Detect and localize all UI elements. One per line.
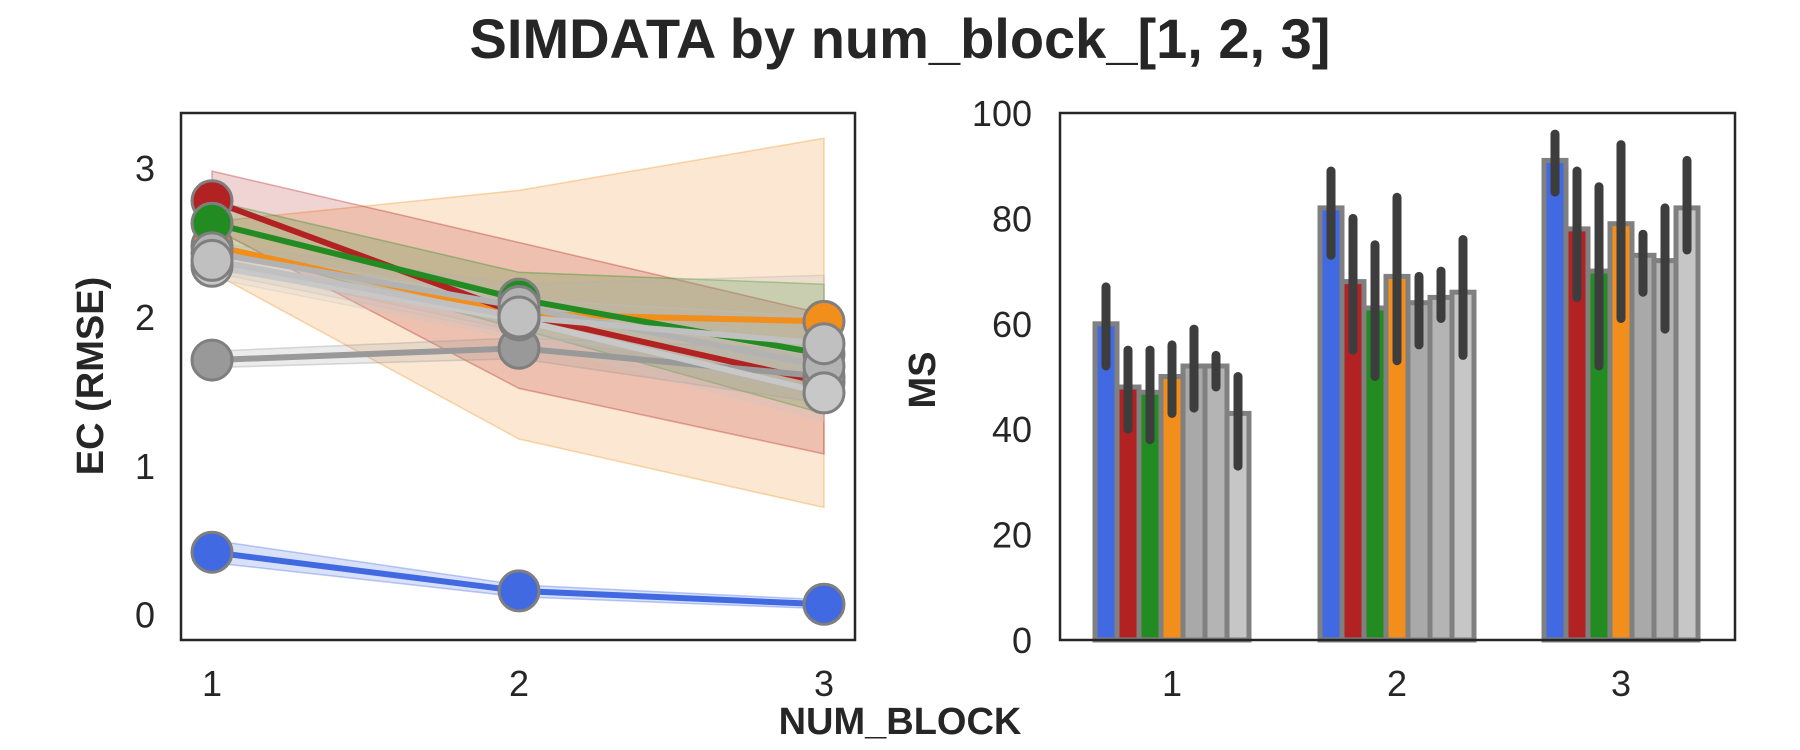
right-x-tick-labels: 1 2 3 — [1162, 663, 1631, 704]
bar-series-1-group-1 — [1092, 321, 1120, 643]
left-y-tick-3: 3 — [135, 148, 155, 189]
right-y-tick-100: 100 — [972, 93, 1032, 134]
series-points — [190, 179, 846, 626]
left-y-tick-0: 0 — [135, 595, 155, 636]
right-x-tick-3: 3 — [1611, 663, 1631, 704]
left-y-tick-labels: 0 1 2 3 — [135, 148, 155, 636]
series-4-point-1 — [190, 338, 234, 382]
right-x-tick-1: 1 — [1162, 663, 1182, 704]
left-x-tick-3: 3 — [814, 663, 834, 704]
bar-series-6-group-2 — [1427, 294, 1455, 643]
right-y-axis-label: MS — [902, 352, 944, 409]
right-y-tick-0: 0 — [1012, 620, 1032, 661]
bar-series-7-group-3 — [1673, 205, 1701, 643]
series-8-point-1 — [190, 530, 234, 574]
left-y-tick-2: 2 — [135, 297, 155, 338]
series-6-point-3 — [802, 371, 846, 415]
right-y-tick-80: 80 — [992, 198, 1032, 239]
error-bars — [1101, 129, 1692, 471]
shared-x-axis-label: NUM_BLOCK — [779, 701, 1022, 743]
right-y-tick-labels: 0 20 40 60 80 100 — [972, 93, 1032, 661]
left-plot-frame — [179, 111, 857, 642]
series-8-point-2 — [497, 569, 541, 613]
bar-series-1-group-3 — [1541, 157, 1569, 643]
right-y-tick-60: 60 — [992, 304, 1032, 345]
figure-title: SIMDATA by num_block_[1, 2, 3] — [470, 7, 1331, 70]
left-x-tick-labels: 1 2 3 — [202, 663, 834, 704]
bar-series-1-group-2 — [1317, 205, 1345, 643]
left-y-axis-label: EC (RMSE) — [70, 277, 112, 475]
ec-rmse-line-chart: 0 1 2 3 1 2 3 EC (RMSE) — [70, 111, 857, 704]
ms-bar-chart: 0 20 40 60 80 100 1 2 3 MS — [902, 93, 1737, 704]
series-7-point-1 — [190, 238, 234, 282]
left-y-tick-1: 1 — [135, 446, 155, 487]
bar-series-6-group-1 — [1202, 363, 1230, 643]
series-7-point-3 — [802, 322, 846, 366]
right-y-tick-40: 40 — [992, 409, 1032, 450]
right-plot-frame — [1058, 111, 1737, 642]
bar-series-5-group-2 — [1405, 300, 1433, 643]
right-x-tick-2: 2 — [1387, 663, 1407, 704]
left-x-tick-2: 2 — [509, 663, 529, 704]
right-y-tick-20: 20 — [992, 515, 1032, 556]
series-7-point-2 — [497, 295, 541, 339]
bar-series-5-group-3 — [1629, 252, 1657, 643]
left-x-tick-1: 1 — [202, 663, 222, 704]
series-8-point-3 — [802, 582, 846, 626]
